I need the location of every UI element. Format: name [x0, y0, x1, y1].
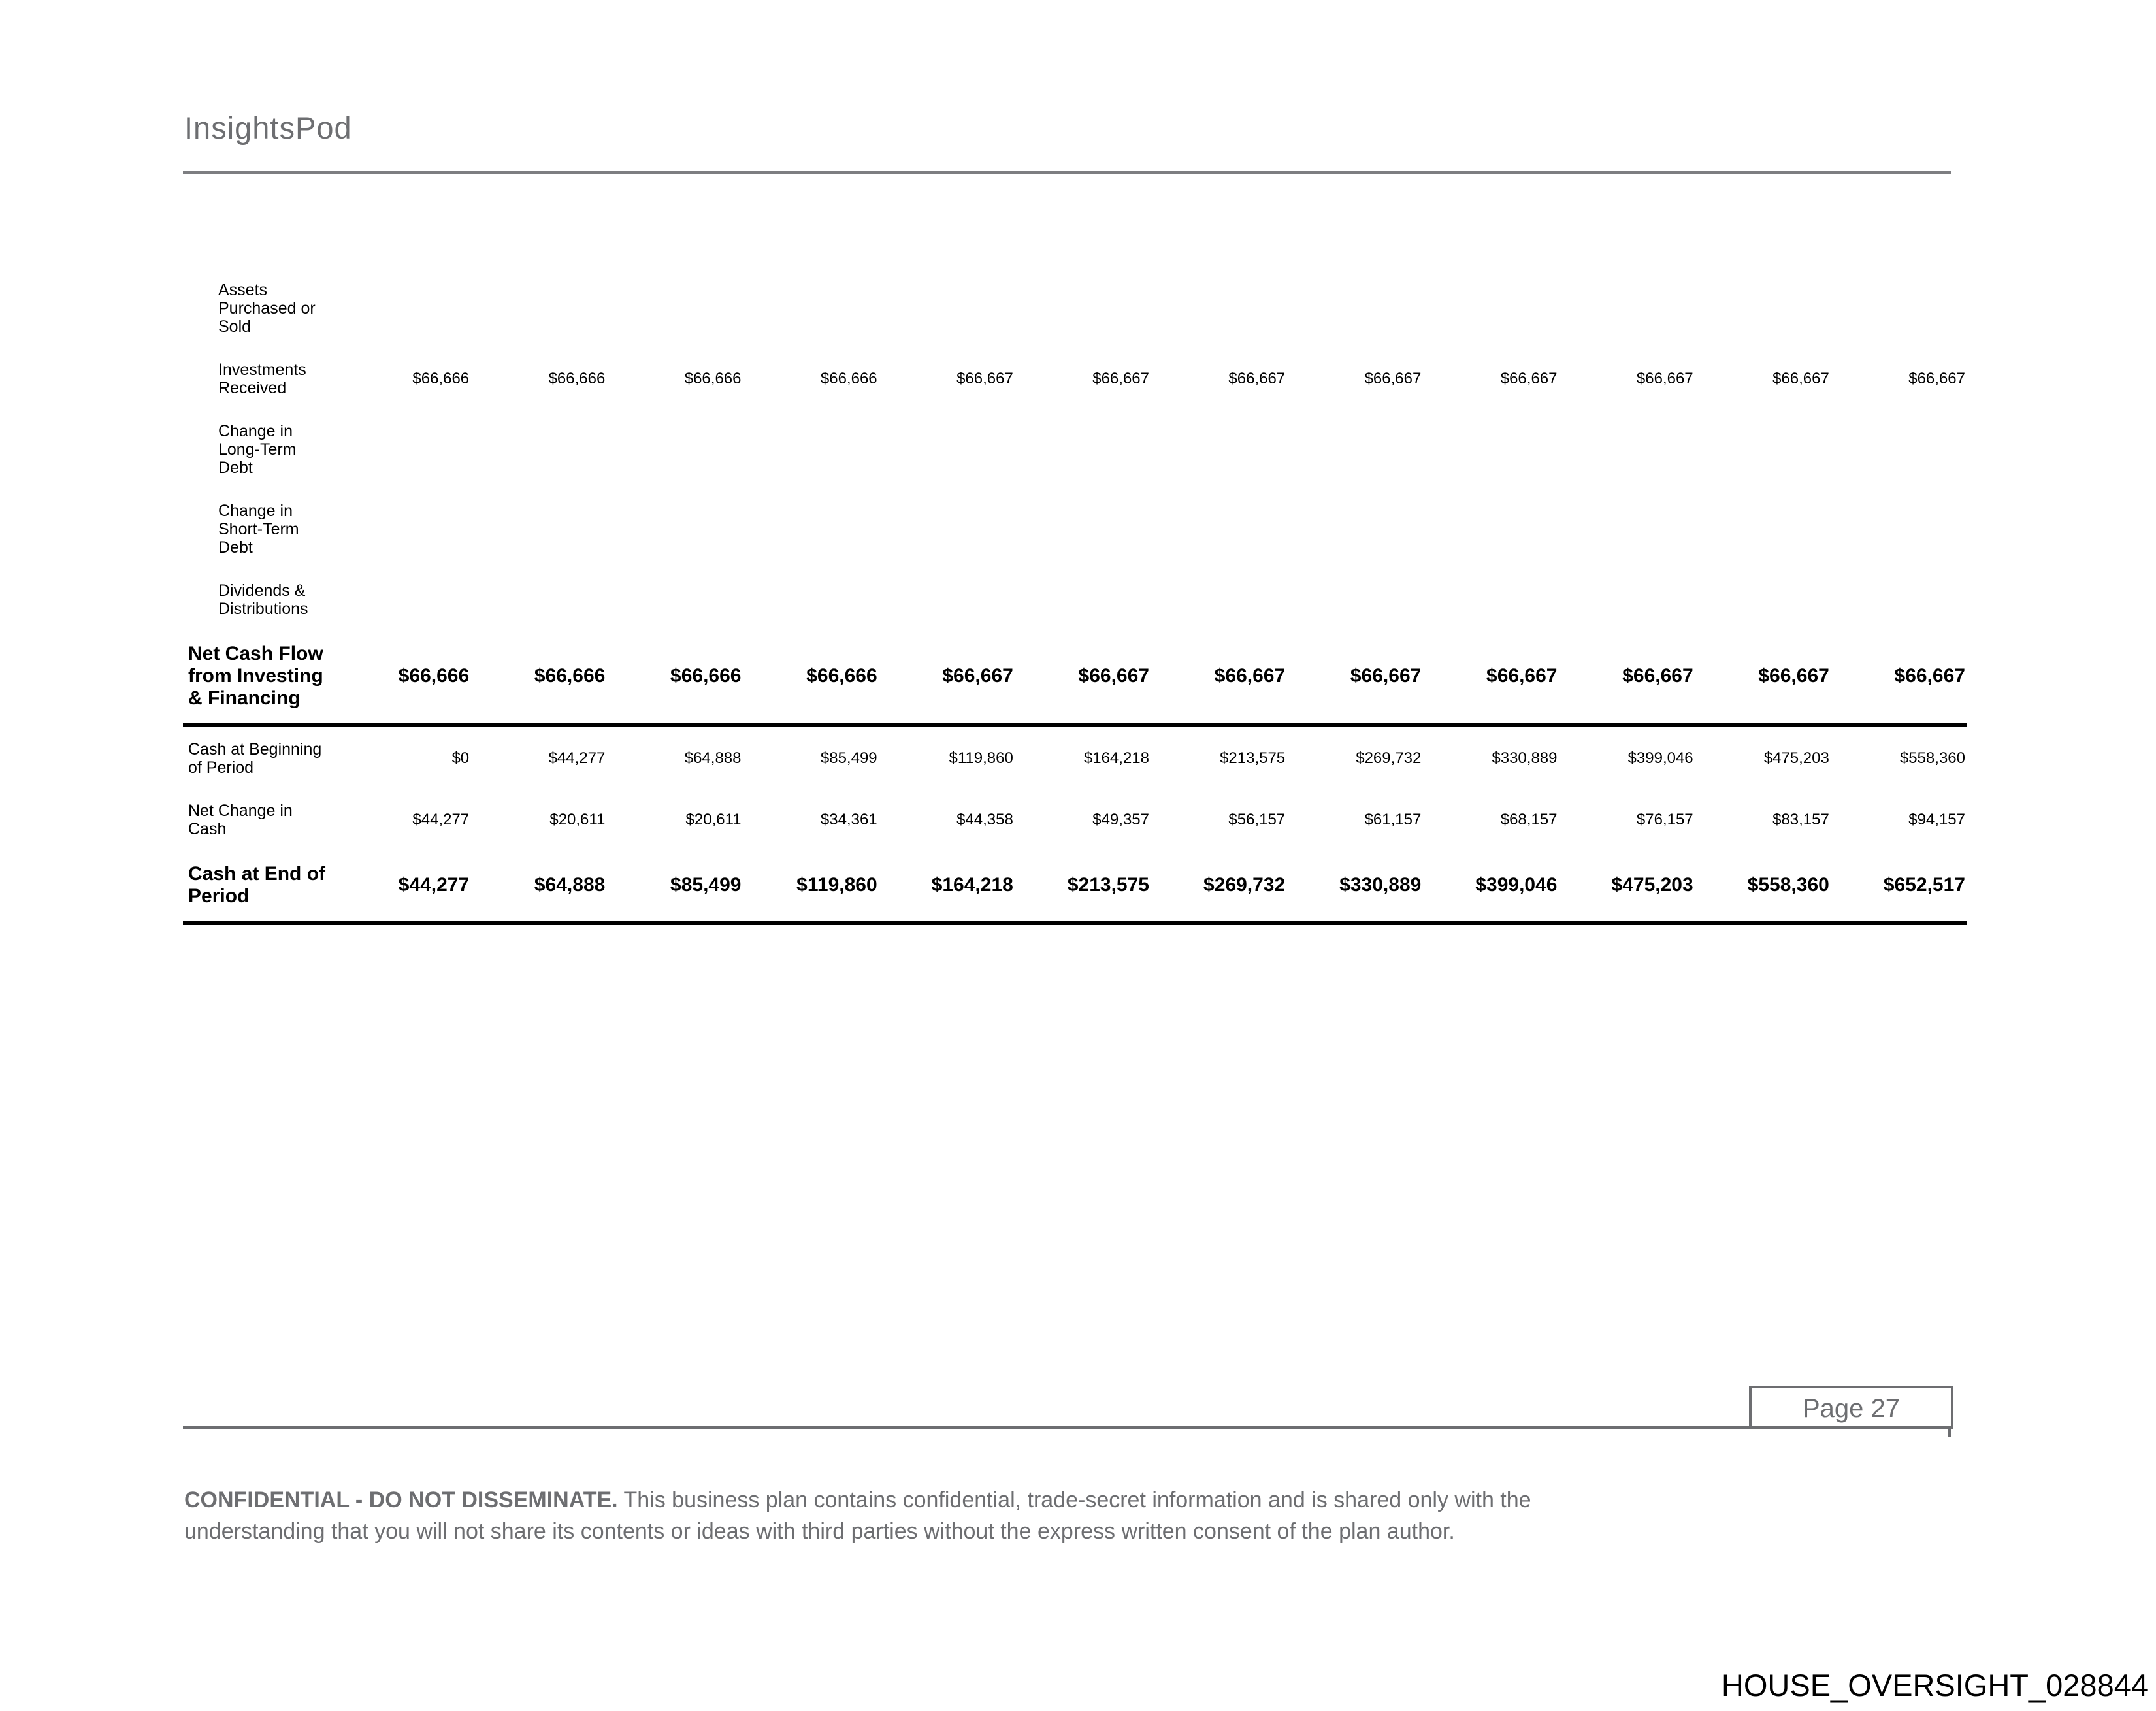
brand-logo-text: InsightsPod [184, 110, 352, 145]
row-label: Assets Purchased or Sold [218, 281, 316, 336]
row-value: $66,666 [684, 370, 742, 387]
table-row: Dividends & Distributions [183, 581, 1967, 618]
row-value: $269,732 [1203, 874, 1286, 896]
row-value: $652,517 [1883, 874, 1965, 896]
row-label: Investments Received [218, 361, 306, 397]
page-number-box-edge [1948, 1429, 1951, 1437]
row-value: $85,499 [670, 874, 742, 896]
row-value: $66,667 [1908, 370, 1965, 387]
row-value: $66,667 [1228, 370, 1286, 387]
row-value: $44,358 [956, 811, 1013, 828]
table-section-divider [183, 723, 1967, 727]
table-row: Net Change in Cash $44,277 $20,611 $20,611 $… [183, 802, 1967, 838]
row-value: $66,666 [670, 665, 742, 687]
row-value: $66,667 [942, 665, 1013, 687]
row-label: Change in Long-Term Debt [218, 422, 297, 477]
row-label: Net Cash Flow from Investing & Financing [188, 643, 323, 709]
row-value: $66,667 [1350, 665, 1422, 687]
row-value: $66,666 [820, 370, 877, 387]
header-divider [183, 171, 1951, 174]
row-label: Net Change in Cash [188, 802, 293, 838]
confidential-note-heading: CONFIDENTIAL - DO NOT DISSEMINATE. [184, 1488, 618, 1512]
row-value: $44,277 [548, 749, 606, 767]
row-value: $85,499 [820, 749, 877, 767]
bates-number: HOUSE_OVERSIGHT_028844 [1721, 1668, 2148, 1703]
row-value: $66,667 [1486, 665, 1558, 687]
row-value: $66,667 [1894, 665, 1965, 687]
footer-divider [183, 1426, 1953, 1429]
row-label: Dividends & Distributions [218, 581, 308, 618]
row-value: $49,357 [1092, 811, 1149, 828]
row-value: $66,667 [1772, 370, 1829, 387]
row-value: $119,860 [796, 874, 877, 896]
row-value: $66,666 [398, 665, 470, 687]
confidential-note-body: This business plan contains confidential… [184, 1488, 1531, 1544]
table-row: Cash at Beginning of Period $0 $44,277 $64,… [183, 740, 1967, 777]
row-value: $558,360 [1747, 874, 1829, 896]
page-number-box: Page 27 [1749, 1386, 1953, 1429]
row-value: $66,667 [956, 370, 1013, 387]
row-value: $66,667 [1214, 665, 1286, 687]
row-label: Cash at Beginning of Period [188, 740, 322, 777]
row-value: $475,203 [1611, 874, 1693, 896]
table-row: Change in Long-Term Debt [183, 422, 1967, 477]
row-value: $66,667 [1078, 665, 1149, 687]
row-value: $164,218 [931, 874, 1013, 896]
row-value: $66,667 [1364, 370, 1422, 387]
row-value: $66,667 [1500, 370, 1558, 387]
row-value: $0 [451, 749, 470, 767]
table-row: Net Cash Flow from Investing & Financing… [183, 643, 1967, 709]
row-value: $34,361 [820, 811, 877, 828]
table-row: Cash at End of Period $44,277 $64,888 $85,4… [183, 863, 1967, 907]
row-value: $64,888 [684, 749, 742, 767]
table-row: Change in Short-Term Debt [183, 502, 1967, 557]
table-row: Assets Purchased or Sold [183, 281, 1967, 336]
page-number-label: Page 27 [1802, 1393, 1901, 1423]
row-value: $66,667 [1092, 370, 1149, 387]
table-row: Investments Received $66,666 $66,666 $66,66… [183, 361, 1967, 397]
table-section-divider [183, 921, 1967, 925]
row-value: $83,157 [1772, 811, 1829, 828]
row-value: $76,157 [1636, 811, 1693, 828]
row-value: $66,666 [412, 370, 470, 387]
row-value: $20,611 [685, 811, 742, 828]
row-value: $56,157 [1228, 811, 1286, 828]
row-value: $399,046 [1627, 749, 1693, 767]
row-label: Change in Short-Term Debt [218, 502, 299, 557]
row-value: $330,889 [1339, 874, 1422, 896]
row-value: $20,611 [549, 811, 606, 828]
row-value: $66,666 [548, 370, 606, 387]
row-label: Cash at End of Period [188, 863, 326, 907]
row-value: $213,575 [1067, 874, 1149, 896]
row-value: $213,575 [1220, 749, 1286, 767]
row-value: $330,889 [1492, 749, 1558, 767]
row-value: $164,218 [1083, 749, 1149, 767]
row-value: $66,667 [1758, 665, 1829, 687]
confidential-note: CONFIDENTIAL - DO NOT DISSEMINATE. This … [184, 1484, 1987, 1547]
row-value: $66,667 [1622, 665, 1693, 687]
row-value: $64,888 [534, 874, 606, 896]
row-value: $44,277 [412, 811, 470, 828]
cashflow-table: Assets Purchased or Sold Investments Rece… [183, 281, 1967, 938]
row-value: $399,046 [1475, 874, 1558, 896]
row-value: $66,666 [806, 665, 877, 687]
row-value: $66,666 [534, 665, 606, 687]
row-value: $475,203 [1763, 749, 1829, 767]
row-value: $66,667 [1636, 370, 1693, 387]
row-value: $558,360 [1899, 749, 1965, 767]
row-value: $44,277 [398, 874, 470, 896]
row-value: $61,157 [1364, 811, 1422, 828]
row-value: $68,157 [1500, 811, 1558, 828]
row-value: $119,860 [949, 749, 1013, 767]
row-value: $269,732 [1356, 749, 1422, 767]
row-value: $94,157 [1908, 811, 1965, 828]
